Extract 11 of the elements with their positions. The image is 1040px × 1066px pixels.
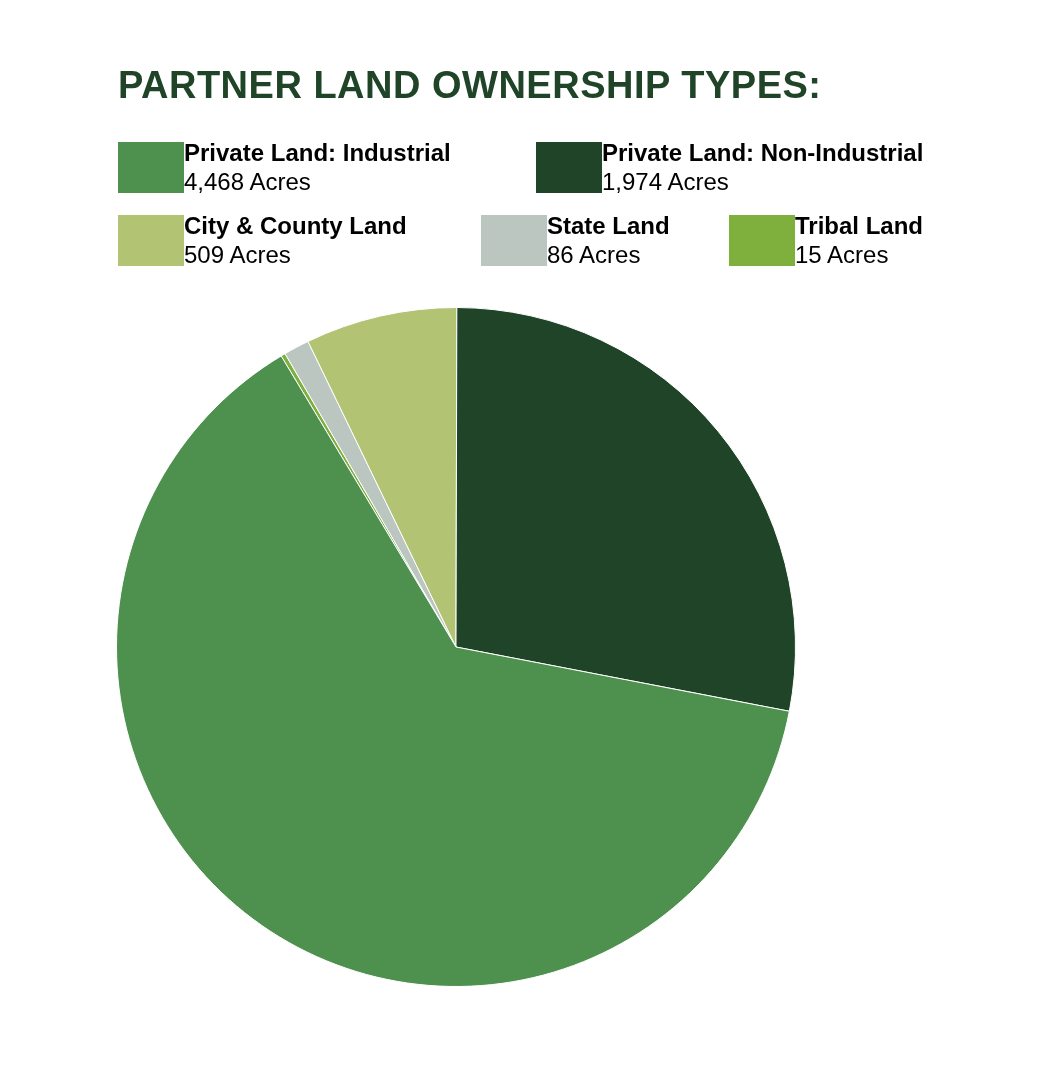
data-label: 4,468 Acres <box>184 167 312 196</box>
data-label: 509 Acres <box>184 240 292 269</box>
data-label: 15 Acres <box>795 240 890 269</box>
data-label: 1,974 Acres <box>602 167 730 196</box>
legend-label: Tribal Land <box>795 212 924 239</box>
legend-label: State Land <box>547 212 670 239</box>
chart-title: PARTNER LAND OWNERSHIP TYPES: <box>118 64 822 106</box>
data-label: 86 Acres <box>547 240 642 269</box>
legend-label: City & County Land <box>184 212 407 239</box>
legend-label: Private Land: Non-Industrial <box>602 139 924 166</box>
legend-label: Private Land: Industrial <box>184 139 451 166</box>
